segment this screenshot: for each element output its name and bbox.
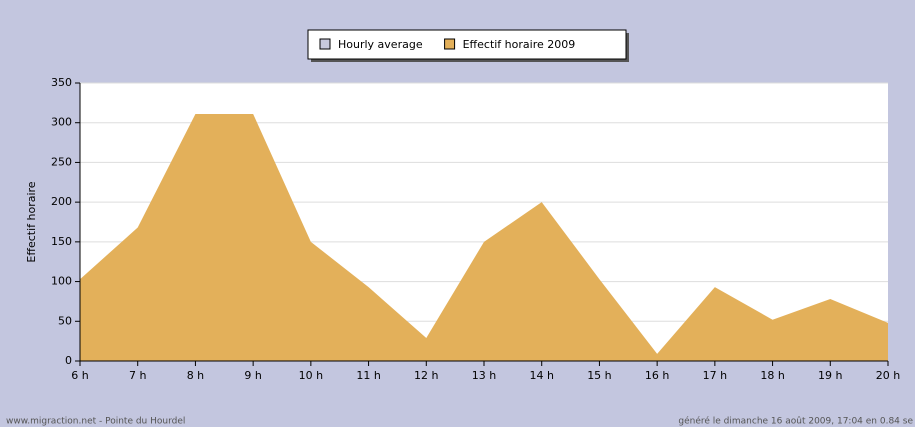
footer-left: www.migraction.net - Pointe du Hourdel	[6, 417, 185, 427]
x-tick-label: 20 h	[876, 369, 900, 382]
area	[80, 113, 888, 361]
legend-label: Hourly average	[338, 38, 423, 51]
x-tick-label: 7 h	[129, 369, 146, 382]
x-tick-label: 14 h	[529, 369, 553, 382]
y-tick-label: 200	[51, 195, 72, 208]
y-tick-label: 150	[51, 235, 72, 248]
y-axis-label: Effectif horaire	[25, 181, 38, 262]
legend-swatch	[444, 38, 456, 50]
legend-label: Effectif horaire 2009	[463, 38, 576, 51]
y-tick-label: 300	[51, 116, 72, 129]
x-tick-label: 8 h	[187, 369, 204, 382]
footer-right: généré le dimanche 16 août 2009, 17:04 e…	[678, 416, 913, 427]
y-tick-label: 50	[58, 314, 72, 327]
x-tick-label: 13 h	[472, 369, 496, 382]
legend	[307, 29, 627, 60]
x-tick-label: 19 h	[818, 369, 842, 382]
x-tick-label: 6 h	[71, 369, 88, 382]
y-tick-label: 350	[51, 76, 72, 89]
x-tick-label: 16 h	[645, 369, 669, 382]
x-tick-label: 11 h	[356, 369, 380, 382]
x-tick-label: 9 h	[244, 369, 261, 382]
x-tick-label: 15 h	[587, 369, 611, 382]
x-tick-label: 17 h	[703, 369, 727, 382]
y-tick-label: 100	[51, 275, 72, 288]
x-tick-label: 12 h	[414, 369, 438, 382]
x-tick-label: 18 h	[760, 369, 784, 382]
y-tick-label: 0	[65, 354, 72, 367]
y-tick-label: 250	[51, 155, 72, 168]
legend-swatch	[319, 38, 331, 50]
x-tick-label: 10 h	[299, 369, 323, 382]
